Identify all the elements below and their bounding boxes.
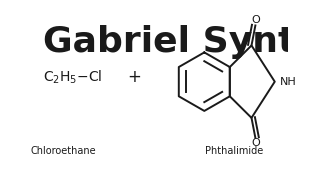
Text: O: O [251,138,260,148]
Text: Chloroethane: Chloroethane [30,146,96,156]
Text: $\mathsf{C_2H_5}$$\mathsf{-Cl}$: $\mathsf{C_2H_5}$$\mathsf{-Cl}$ [43,68,102,86]
Text: +: + [128,68,141,86]
Text: Phthalimide: Phthalimide [204,146,263,156]
Text: NH: NH [279,77,296,87]
Text: O: O [251,15,260,25]
Text: Gabriel Synthesi: Gabriel Synthesi [43,25,320,59]
